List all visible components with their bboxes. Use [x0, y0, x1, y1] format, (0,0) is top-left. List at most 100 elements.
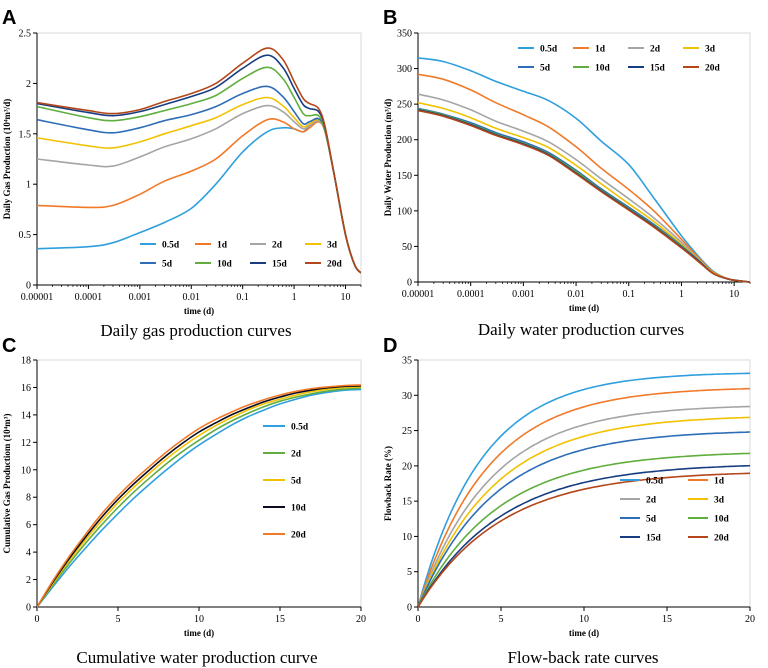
panel-label: D: [383, 335, 397, 357]
x-tick-label: 1: [292, 292, 297, 303]
x-tick-label: 15: [662, 614, 672, 625]
legend: 0.5d 1d 2d 3d 5d 10d 15d 20d: [620, 477, 730, 544]
legend-label: 0.5d: [540, 45, 558, 55]
x-tick-label: 1: [679, 289, 684, 300]
series-line-10d: [37, 66, 361, 274]
legend-label: 5d: [540, 64, 551, 74]
y-tick-label: 1: [26, 180, 31, 191]
legend-label: 0.5d: [162, 241, 180, 251]
x-tick-label: 20: [745, 614, 755, 625]
y-tick-label: 150: [397, 171, 412, 182]
x-tick-label: 0.01: [567, 289, 585, 300]
y-tick-label: 6: [26, 520, 31, 531]
y-tick-label: 14: [21, 410, 31, 421]
series-line-3d: [418, 101, 750, 283]
x-tick-label: 0: [35, 614, 40, 625]
series-line-0.5d: [37, 388, 361, 608]
legend-label: 20d: [705, 64, 721, 74]
legend-label: 0.5d: [291, 423, 309, 433]
series-line-1d: [37, 117, 361, 274]
x-tick-label: 5: [499, 614, 504, 625]
legend-label: 3d: [705, 45, 716, 55]
x-tick-label: 15: [275, 614, 285, 625]
x-tick-label: 10: [579, 614, 589, 625]
legend-label: 3d: [714, 496, 725, 506]
legend-label: 2d: [650, 45, 661, 55]
y-tick-label: 200: [397, 135, 412, 146]
legend-label: 2d: [272, 241, 283, 251]
y-tick-label: 1.5: [19, 129, 32, 140]
series-line-3d: [418, 416, 750, 608]
legend-label: 2d: [291, 450, 302, 460]
x-tick-label: 0.1: [236, 292, 249, 303]
panel-b: B 0 50 100 150 200 250 300 350 0.00001 0.0001 0.001…: [383, 7, 751, 339]
x-tick-label: 0.0001: [75, 292, 103, 303]
legend-label: 1d: [217, 241, 228, 251]
panel-a: A 0 0.5 1 1.5 2 2.5 0.00001 0.0001 0.001 0.01 0.1 1 1…: [2, 7, 362, 340]
y-tick-label: 100: [397, 206, 412, 217]
x-axis-title: time (d): [184, 306, 214, 316]
series-line-1d: [418, 387, 750, 608]
x-tick-label: 10: [194, 614, 204, 625]
y-tick-label: 300: [397, 64, 412, 75]
panel-caption: Flow-back rate curves: [507, 648, 658, 667]
legend-label: 15d: [646, 534, 662, 544]
series-line-20d: [37, 384, 361, 608]
y-tick-label: 0: [407, 603, 412, 614]
y-tick-label: 10: [21, 465, 31, 476]
legend-label: 1d: [714, 477, 725, 487]
series-line-5d: [418, 107, 750, 283]
legend-label: 15d: [650, 64, 666, 74]
x-axis-title: time (d): [569, 628, 599, 638]
x-tick-label: 0.001: [512, 289, 535, 300]
y-tick-label: 25: [402, 426, 412, 437]
y-tick-label: 12: [21, 438, 31, 449]
legend-label: 20d: [714, 534, 730, 544]
plot-frame: [417, 359, 751, 608]
x-tick-label: 10: [341, 292, 351, 303]
x-axis-title: time (d): [569, 303, 599, 313]
y-tick-label: 8: [26, 493, 31, 504]
x-tick-label: 0.001: [129, 292, 152, 303]
x-tick-label: 10: [729, 289, 739, 300]
legend-label: 3d: [327, 241, 338, 251]
series-line-10d: [418, 452, 750, 608]
series-line-2d: [37, 387, 361, 608]
y-tick-label: 15: [402, 497, 412, 508]
panel-label: B: [383, 7, 397, 29]
y-tick-label: 0.5: [19, 230, 32, 241]
legend-label: 20d: [327, 260, 343, 270]
y-tick-label: 2: [26, 79, 31, 90]
x-tick-label: 5: [116, 614, 121, 625]
x-tick-label: 0.00001: [402, 289, 435, 300]
series-line-2d: [37, 104, 361, 274]
x-tick-label: 20: [356, 614, 366, 625]
x-tick-label: 0.01: [183, 292, 201, 303]
panel-caption: Daily gas production curves: [100, 321, 291, 340]
legend-label: 20d: [291, 531, 307, 541]
series-group: [418, 372, 750, 608]
y-tick-label: 0: [407, 278, 412, 289]
legend-label: 15d: [272, 260, 288, 270]
y-axis-title: Cumulative Gas Productiom (10⁴m³): [2, 414, 12, 554]
y-tick-label: 4: [26, 548, 31, 559]
legend-label: 5d: [291, 477, 302, 487]
legend: 0.5d 1d 2d 3d 5d 10d 15d 20d: [140, 241, 343, 270]
series-line-20d: [418, 472, 750, 608]
y-tick-label: 0: [26, 603, 31, 614]
panel-label: C: [2, 335, 16, 357]
series-line-15d: [418, 464, 750, 608]
series-line-2d: [418, 405, 750, 608]
x-axis-title: time (d): [184, 628, 214, 638]
plot-frame: [36, 359, 362, 608]
series-line-15d: [418, 109, 750, 283]
series-group: [37, 47, 361, 274]
series-line-5d: [37, 386, 361, 608]
y-tick-label: 2.5: [19, 29, 32, 40]
y-tick-label: 18: [21, 356, 31, 367]
y-tick-label: 30: [402, 391, 412, 402]
y-axis-title: Daily Water Production (m³/d): [383, 99, 393, 216]
panel-caption: Cumulative water production curve: [76, 648, 317, 667]
series-line-20d: [418, 109, 750, 283]
